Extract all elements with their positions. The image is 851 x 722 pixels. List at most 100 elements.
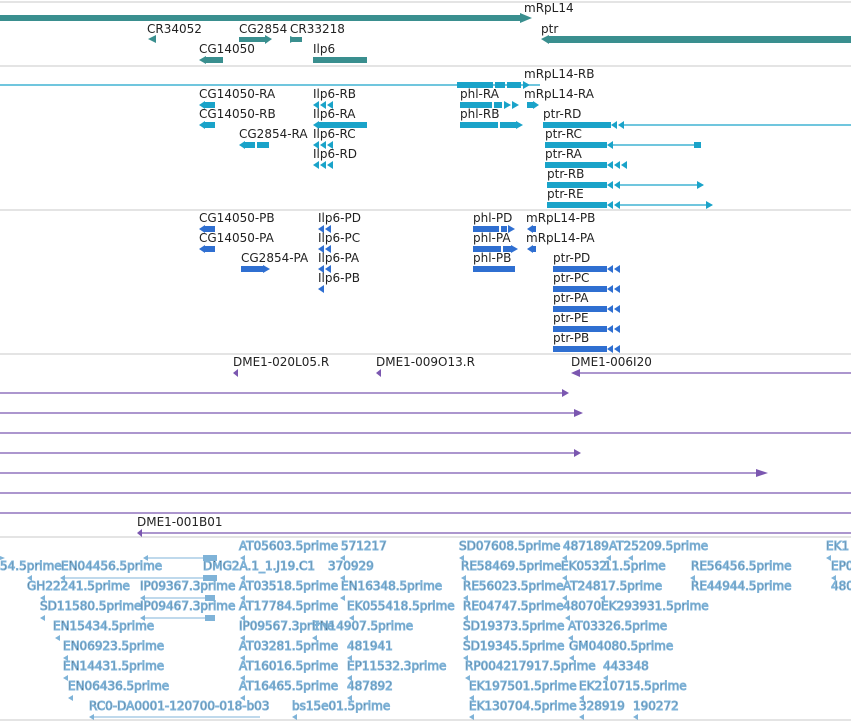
est-label[interactable]: RC0-DA0001-120700-018-b03	[89, 699, 270, 714]
protein-feature[interactable]: mRpL14-PA	[526, 231, 595, 253]
est-label[interactable]: AT24817.5prime	[563, 579, 663, 594]
clone-feature[interactable]: DME1-009O13.R	[376, 355, 475, 377]
est-label[interactable]: EK055418.5prime	[347, 599, 456, 614]
est-label[interactable]: EN06436.5prime	[68, 679, 170, 694]
transcript-feature[interactable]: CG14050-RB	[199, 107, 276, 129]
est-label[interactable]: EN15434.5prime	[53, 619, 155, 634]
est-label[interactable]: 571217	[341, 539, 388, 554]
est-label[interactable]: RE56456.5prime	[691, 559, 793, 574]
est-feature[interactable]	[40, 595, 605, 601]
protein-feature[interactable]: Ilp6-PD	[318, 211, 361, 233]
clone-feature[interactable]	[0, 389, 569, 397]
transcript-feature[interactable]: ptr-RD	[543, 107, 851, 129]
protein-feature[interactable]: phl-PD	[473, 211, 515, 233]
est-label[interactable]: SD19373.5prime	[463, 619, 565, 634]
est-label[interactable]: SD11580.5prime	[40, 599, 142, 614]
est-label[interactable]: AT16465.5prime	[239, 679, 339, 694]
clone-feature[interactable]	[0, 409, 583, 417]
protein-feature[interactable]: Ilp6-PB	[318, 271, 360, 293]
est-feature[interactable]	[63, 655, 574, 661]
est-label[interactable]: EK197501.5prime	[469, 679, 578, 694]
gene-feature[interactable]: Ilp6	[313, 42, 367, 63]
est-feature[interactable]	[0, 555, 831, 561]
est-label[interactable]: RE58469.5prime	[461, 559, 563, 574]
est-label[interactable]: 487189	[563, 539, 610, 554]
gene-feature[interactable]: CG2854	[239, 22, 287, 44]
protein-feature[interactable]: CG2854-PA	[241, 251, 309, 273]
transcript-feature[interactable]: CG14050-RA	[199, 87, 276, 109]
est-label[interactable]: RE44944.5prime	[691, 579, 793, 594]
gene-feature[interactable]: CR34052	[147, 22, 202, 43]
est-label[interactable]: AT05603.5prime	[239, 539, 339, 554]
clone-feature[interactable]: DME1-001B01	[137, 515, 851, 537]
est-label[interactable]: EK0532	[561, 559, 608, 574]
transcript-feature[interactable]: ptr-RB	[547, 167, 620, 189]
est-label[interactable]: 481941	[347, 639, 394, 654]
est-label[interactable]: EK210715.5prime	[579, 679, 688, 694]
protein-feature[interactable]: Ilp6-PA	[318, 251, 360, 273]
est-feature[interactable]	[55, 635, 573, 641]
est-label[interactable]: RE04747.5prime	[463, 599, 565, 614]
est-label[interactable]: EK293931.5prime	[601, 599, 710, 614]
transcript-feature[interactable]: Ilp6-RA	[313, 107, 367, 129]
est-label[interactable]: RE56023.5prime	[463, 579, 565, 594]
protein-feature[interactable]: Ilp6-PC	[318, 231, 360, 253]
est-label[interactable]: RP004217917.5prime	[465, 659, 597, 674]
est-label[interactable]: GM04080.5prime	[569, 639, 674, 654]
est-label[interactable]: EN14431.5prime	[63, 659, 165, 674]
est-label[interactable]: 487892	[347, 679, 394, 694]
est-label[interactable]: EK1	[826, 539, 850, 554]
est-label[interactable]: GH22241.5prime	[27, 579, 131, 594]
clone-feature[interactable]	[0, 449, 581, 457]
est-label[interactable]: SD07608.5prime	[459, 539, 561, 554]
gene-feature[interactable]: CG14050	[199, 42, 255, 64]
est-label[interactable]: EN16348.5prime	[341, 579, 443, 594]
transcript-feature[interactable]: Ilp6-RC	[313, 127, 356, 149]
est-label[interactable]: 480	[831, 579, 851, 594]
transcript-feature[interactable]: phl-RA	[460, 87, 519, 109]
est-label[interactable]: AT16016.5prime	[239, 659, 339, 674]
est-label[interactable]: IP09467.3prime	[140, 599, 236, 614]
est-label[interactable]: AT03326.5prime	[568, 619, 668, 634]
transcript-feature[interactable]: ptr-RA	[545, 147, 627, 169]
gene-feature[interactable]: CR33218	[290, 22, 345, 43]
est-label[interactable]: EN04456.5prime	[61, 559, 163, 574]
est-label[interactable]: AT03281.5prime	[239, 639, 339, 654]
est-label[interactable]: 443348	[603, 659, 650, 674]
protein-feature[interactable]: mRpL14-PB	[526, 211, 595, 233]
clone-feature[interactable]: DME1-006I20	[571, 355, 851, 377]
protein-feature[interactable]: ptr-PB	[553, 331, 620, 353]
est-feature[interactable]	[89, 714, 638, 720]
est-label[interactable]: EN06923.5prime	[63, 639, 165, 654]
transcript-feature[interactable]	[620, 181, 704, 189]
gene-feature[interactable]: mRpL14	[0, 1, 574, 23]
protein-feature[interactable]: ptr-PE	[553, 311, 620, 333]
protein-feature[interactable]: ptr-PD	[553, 251, 620, 273]
est-label[interactable]: EN14907.5prime	[312, 619, 414, 634]
transcript-feature[interactable]: ptr-RE	[547, 187, 713, 209]
est-label[interactable]: DMG2A.1_1.J19.C1	[203, 559, 316, 574]
protein-feature[interactable]: ptr-PA	[553, 291, 620, 313]
est-label[interactable]: bs15e01.5prime	[292, 699, 391, 714]
transcript-feature[interactable]: Ilp6-RD	[313, 147, 357, 169]
est-label[interactable]: 370929	[328, 559, 375, 574]
protein-feature[interactable]: ptr-PC	[553, 271, 620, 293]
est-label[interactable]: EK130704.5prime	[469, 699, 578, 714]
est-label[interactable]: 328919	[579, 699, 626, 714]
est-label[interactable]: 54.5prime	[0, 559, 62, 574]
transcript-feature[interactable]: Ilp6-RB	[313, 87, 356, 109]
est-feature[interactable]	[68, 695, 584, 701]
protein-feature[interactable]: CG14050-PB	[199, 211, 275, 233]
est-label[interactable]: EP0	[831, 559, 851, 574]
transcript-feature[interactable]: ptr-RC	[545, 127, 701, 149]
transcript-feature[interactable]: phl-RB	[460, 107, 523, 129]
est-feature[interactable]	[63, 675, 608, 681]
est-label[interactable]: 190272	[633, 699, 680, 714]
transcript-feature[interactable]: CG2854-RA	[239, 127, 308, 149]
est-label[interactable]: IP09567.3prime	[239, 619, 335, 634]
gene-feature[interactable]: ptr	[541, 22, 851, 44]
est-feature[interactable]	[27, 575, 836, 581]
protein-feature[interactable]: CG14050-PA	[199, 231, 275, 253]
est-label[interactable]: AT25209.5prime	[609, 539, 709, 554]
transcript-feature[interactable]: mRpL14-RA	[524, 87, 595, 109]
